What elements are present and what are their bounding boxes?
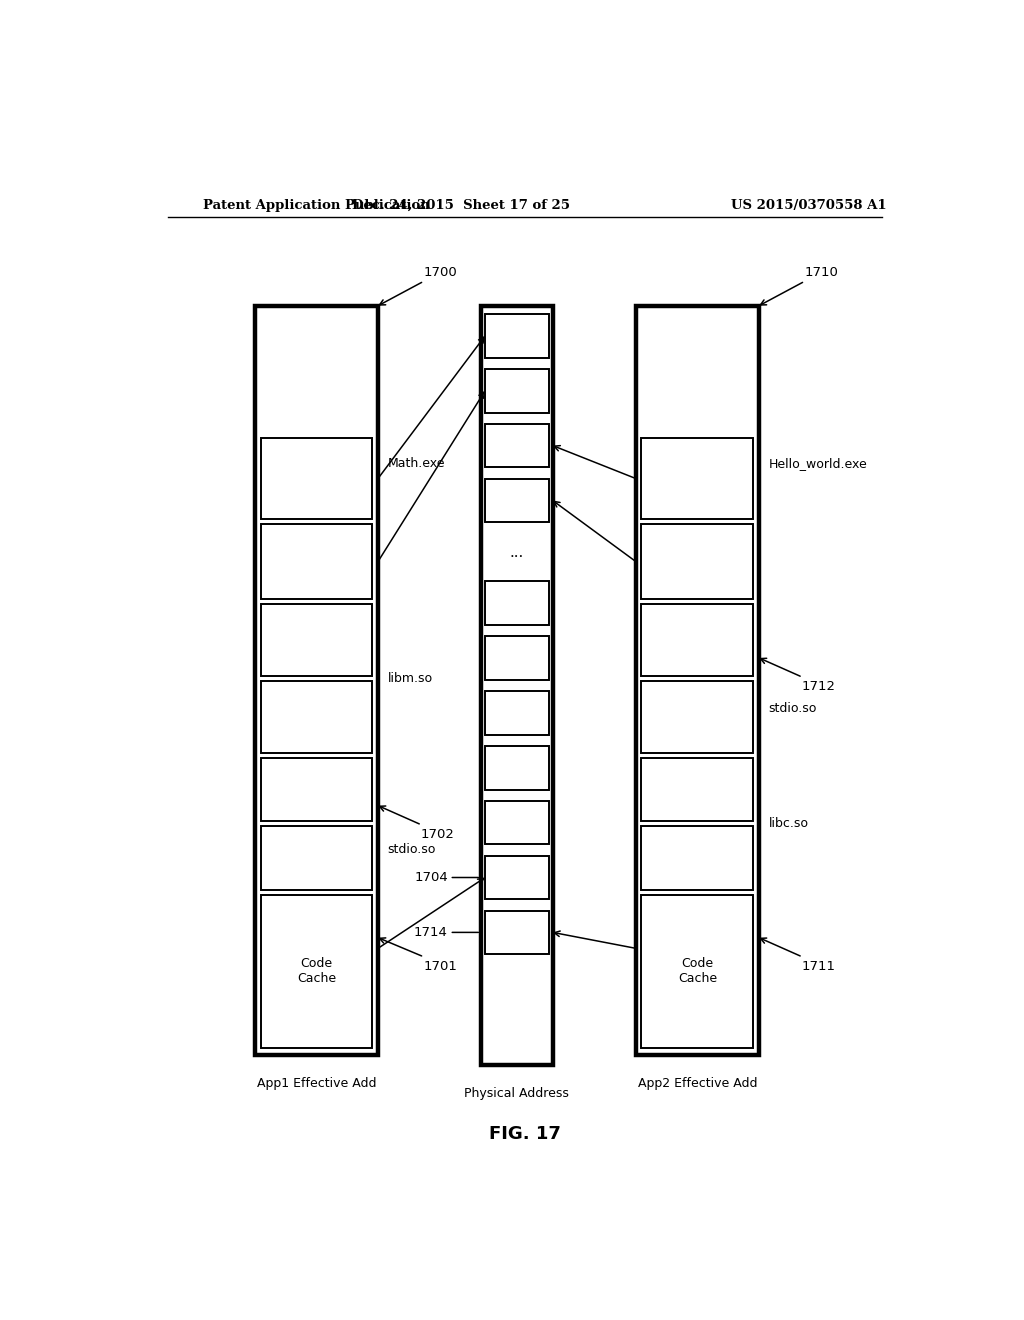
Text: 1710: 1710 bbox=[805, 267, 839, 280]
Bar bbox=[641, 681, 754, 754]
Text: 1700: 1700 bbox=[424, 267, 458, 280]
Bar bbox=[260, 438, 373, 519]
Bar bbox=[485, 479, 549, 523]
Bar bbox=[260, 758, 373, 821]
Bar bbox=[485, 314, 549, 358]
Bar bbox=[641, 895, 754, 1048]
Bar bbox=[485, 746, 549, 789]
Bar bbox=[260, 826, 373, 890]
Text: US 2015/0370558 A1: US 2015/0370558 A1 bbox=[731, 198, 887, 211]
Text: 1714: 1714 bbox=[414, 925, 447, 939]
Bar bbox=[485, 581, 549, 624]
Bar bbox=[481, 306, 553, 1065]
Text: 1704: 1704 bbox=[414, 871, 447, 884]
Text: libm.so: libm.so bbox=[387, 672, 432, 685]
Text: stdio.so: stdio.so bbox=[768, 702, 817, 715]
Bar bbox=[641, 603, 754, 676]
Bar bbox=[485, 424, 549, 467]
Bar bbox=[255, 306, 378, 1055]
Bar bbox=[641, 524, 754, 599]
Text: Hello_world.exe: Hello_world.exe bbox=[768, 457, 867, 470]
Text: Dec. 24, 2015  Sheet 17 of 25: Dec. 24, 2015 Sheet 17 of 25 bbox=[352, 198, 570, 211]
Text: Math.exe: Math.exe bbox=[387, 457, 445, 470]
Bar bbox=[260, 603, 373, 676]
Text: ...: ... bbox=[510, 545, 524, 560]
Bar bbox=[260, 681, 373, 754]
Text: Code
Cache: Code Cache bbox=[297, 957, 336, 985]
Bar bbox=[485, 368, 549, 413]
Text: 1712: 1712 bbox=[802, 680, 836, 693]
Text: FIG. 17: FIG. 17 bbox=[488, 1125, 561, 1143]
Bar bbox=[485, 911, 549, 954]
Text: App1 Effective Add: App1 Effective Add bbox=[257, 1077, 376, 1090]
Text: 1701: 1701 bbox=[423, 960, 457, 973]
Text: libc.so: libc.so bbox=[768, 817, 808, 830]
Bar bbox=[485, 801, 549, 845]
Bar bbox=[641, 826, 754, 890]
Bar bbox=[260, 524, 373, 599]
Bar bbox=[260, 895, 373, 1048]
Text: Physical Address: Physical Address bbox=[465, 1088, 569, 1101]
Text: Code
Cache: Code Cache bbox=[678, 957, 717, 985]
Text: stdio.so: stdio.so bbox=[387, 843, 436, 857]
Bar bbox=[485, 855, 549, 899]
Text: Patent Application Publication: Patent Application Publication bbox=[204, 198, 430, 211]
Bar bbox=[485, 636, 549, 680]
Bar bbox=[636, 306, 759, 1055]
Text: 1711: 1711 bbox=[802, 960, 836, 973]
Bar bbox=[641, 758, 754, 821]
Text: 1702: 1702 bbox=[421, 828, 455, 841]
Bar bbox=[641, 438, 754, 519]
Bar bbox=[485, 690, 549, 735]
Text: App2 Effective Add: App2 Effective Add bbox=[638, 1077, 757, 1090]
